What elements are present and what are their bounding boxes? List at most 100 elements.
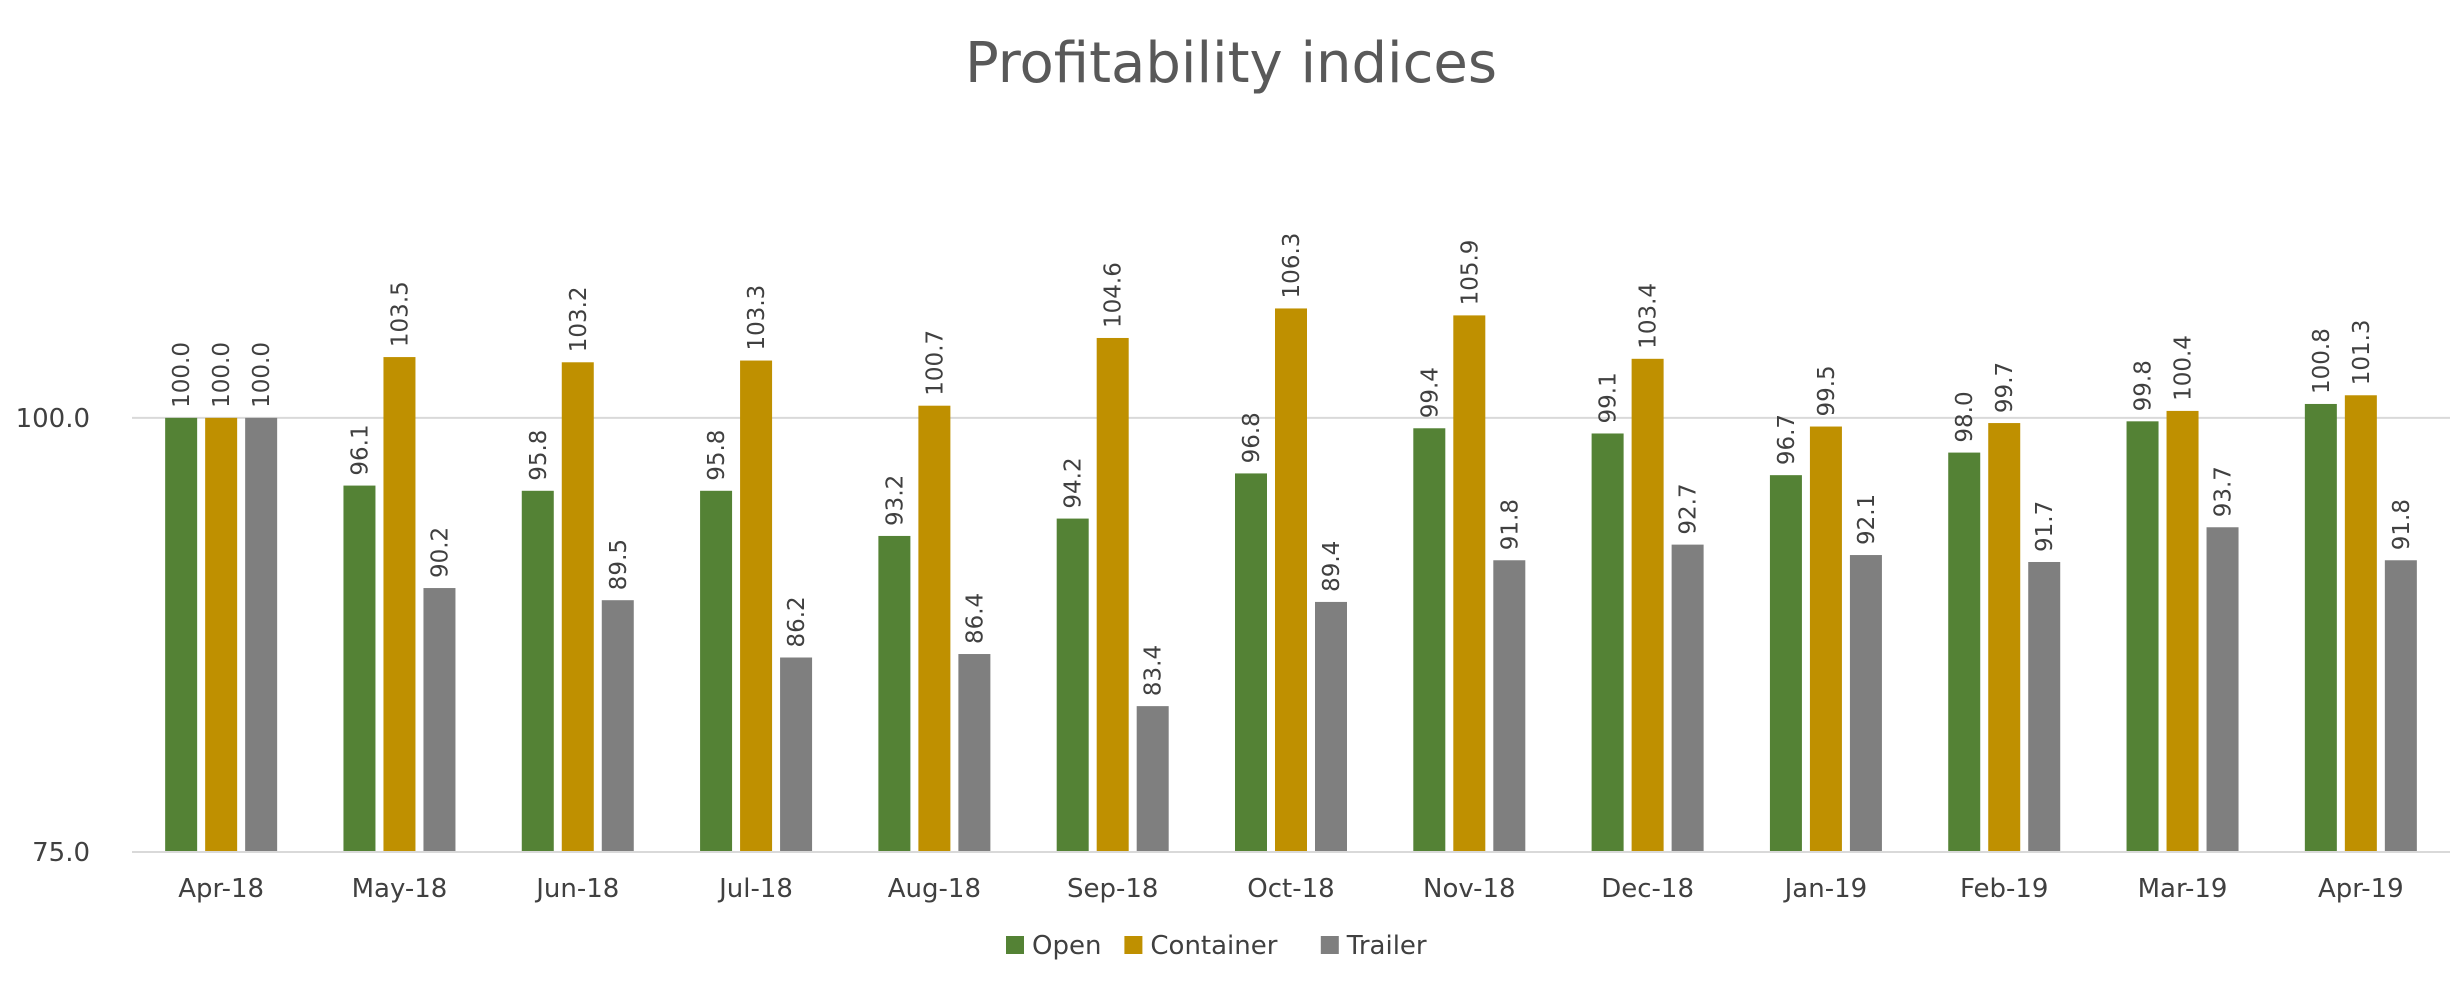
bar-trailer-jun-18 [601,600,634,852]
bar-container-mar-19 [2166,410,2199,852]
y-tick-label-0: 75.0 [32,838,90,868]
bar-open-may-18 [343,485,376,852]
data-label-trailer-feb-19: 91.7 [2032,501,2058,552]
data-label-open-mar-19: 99.8 [2131,360,2157,411]
bar-trailer-sep-18 [1136,706,1169,852]
legend-label-open: Open [1032,931,1101,961]
legend-label-container: Container [1150,931,1277,961]
bar-trailer-feb-19 [2028,561,2061,852]
chart-title: Profitability indices [965,31,1497,96]
data-labels: 100.0 100.0 100.0 96.1 103.5 90.2 95.8 103.2 89.… [169,233,2415,697]
data-label-trailer-jan-19: 92.1 [1854,494,1880,545]
y-tick-label-1: 100.0 [16,404,90,434]
x-axis-ticks: Apr-18 May-18 Jun-18 Jul-18 Aug-18 Sep-18 Oct-… [178,874,2403,904]
bar-trailer-apr-19 [2384,560,2417,852]
data-label-container-apr-19: 101.3 [2349,319,2375,385]
bar-trailer-mar-19 [2206,527,2239,852]
data-label-trailer-sep-18: 83.4 [1141,645,1167,696]
data-label-open-may-18: 96.1 [347,424,373,475]
data-label-open-apr-19: 100.8 [2309,328,2335,394]
bar-container-nov-18 [1453,315,1486,852]
bar-container-may-18 [383,357,416,852]
legend-swatch-trailer [1320,936,1339,954]
data-label-container-nov-18: 105.9 [1457,240,1483,306]
x-tick-label-jul-18: Jul-18 [717,874,793,904]
bar-open-jul-18 [700,490,733,852]
bar-trailer-aug-18 [958,654,991,852]
data-label-trailer-may-18: 90.2 [427,527,453,578]
bar-open-apr-19 [2304,403,2337,852]
data-label-container-jul-18: 103.3 [744,285,770,351]
data-label-trailer-dec-18: 92.7 [1676,483,1702,534]
x-tick-label-jun-18: Jun-18 [534,874,619,904]
data-label-open-jul-18: 95.8 [704,430,730,481]
bar-trailer-apr-18 [245,417,278,852]
legend-swatch-container [1124,936,1143,954]
data-label-trailer-apr-18: 100.0 [249,342,275,408]
bar-trailer-jan-19 [1849,555,1882,852]
bar-trailer-nov-18 [1493,560,1526,852]
bar-open-jun-18 [521,490,554,852]
data-label-trailer-mar-19: 93.7 [2211,466,2237,517]
bar-open-mar-19 [2126,421,2159,852]
data-label-container-feb-19: 99.7 [1992,362,2018,413]
bar-trailer-jul-18 [780,657,813,852]
data-label-container-mar-19: 100.4 [2171,335,2197,401]
bar-open-apr-18 [165,417,198,852]
data-label-open-oct-18: 96.8 [1239,412,1265,463]
bar-open-oct-18 [1235,473,1267,852]
bar-container-oct-18 [1275,308,1307,852]
data-label-open-dec-18: 99.1 [1596,372,1622,423]
data-label-container-dec-18: 103.4 [1636,283,1662,349]
data-label-container-oct-18: 106.3 [1279,233,1305,299]
data-label-open-apr-18: 100.0 [169,342,195,408]
data-label-trailer-jul-18: 86.2 [784,596,810,647]
bar-container-jun-18 [561,362,594,852]
legend-label-trailer: Trailer [1346,931,1427,961]
x-tick-label-aug-18: Aug-18 [888,874,981,904]
data-label-open-sep-18: 94.2 [1061,457,1087,508]
data-label-container-sep-18: 104.6 [1101,262,1127,328]
bar-trailer-dec-18 [1671,544,1704,852]
x-tick-label-apr-19: Apr-19 [2318,874,2404,904]
bar-open-jan-19 [1769,475,1802,852]
bar-container-sep-18 [1096,337,1129,853]
data-label-trailer-nov-18: 91.8 [1497,499,1523,550]
data-label-open-feb-19: 98.0 [1952,391,1978,442]
data-label-open-jan-19: 96.7 [1774,414,1800,465]
x-tick-label-apr-18: Apr-18 [178,874,264,904]
bar-container-apr-18 [205,417,238,852]
bar-container-jul-18 [740,360,773,852]
legend: Open Container Trailer [1006,931,1427,961]
data-label-trailer-aug-18: 86.4 [962,593,988,644]
bar-open-feb-19 [1948,452,1981,852]
bars [165,308,2417,853]
data-label-open-jun-18: 95.8 [526,430,552,481]
data-label-trailer-jun-18: 89.5 [606,539,632,590]
x-tick-label-jan-19: Jan-19 [1783,874,1868,904]
bar-container-dec-18 [1631,358,1664,852]
bar-open-sep-18 [1056,518,1089,852]
x-tick-label-feb-19: Feb-19 [1960,874,2049,904]
y-axis-ticks: 75.0 100.0 [16,404,90,868]
data-label-trailer-apr-19: 91.8 [2389,499,2415,550]
data-label-container-jun-18: 103.2 [566,286,592,352]
x-tick-label-oct-18: Oct-18 [1247,874,1334,904]
x-tick-label-dec-18: Dec-18 [1601,874,1694,904]
bar-container-apr-19 [2344,395,2377,852]
x-tick-label-may-18: May-18 [352,874,448,904]
data-label-open-nov-18: 99.4 [1417,367,1443,418]
bar-container-aug-18 [918,405,951,852]
bar-trailer-may-18 [423,588,456,852]
bar-open-aug-18 [878,535,911,852]
x-tick-label-sep-18: Sep-18 [1067,874,1158,904]
data-label-open-aug-18: 93.2 [882,475,908,526]
data-label-trailer-oct-18: 89.4 [1319,541,1345,592]
data-label-container-may-18: 103.5 [387,281,413,347]
x-tick-label-mar-19: Mar-19 [2138,874,2228,904]
legend-swatch-open [1006,936,1024,954]
bar-open-dec-18 [1591,433,1624,852]
bar-container-jan-19 [1809,426,1842,852]
data-label-container-aug-18: 100.7 [922,330,948,396]
